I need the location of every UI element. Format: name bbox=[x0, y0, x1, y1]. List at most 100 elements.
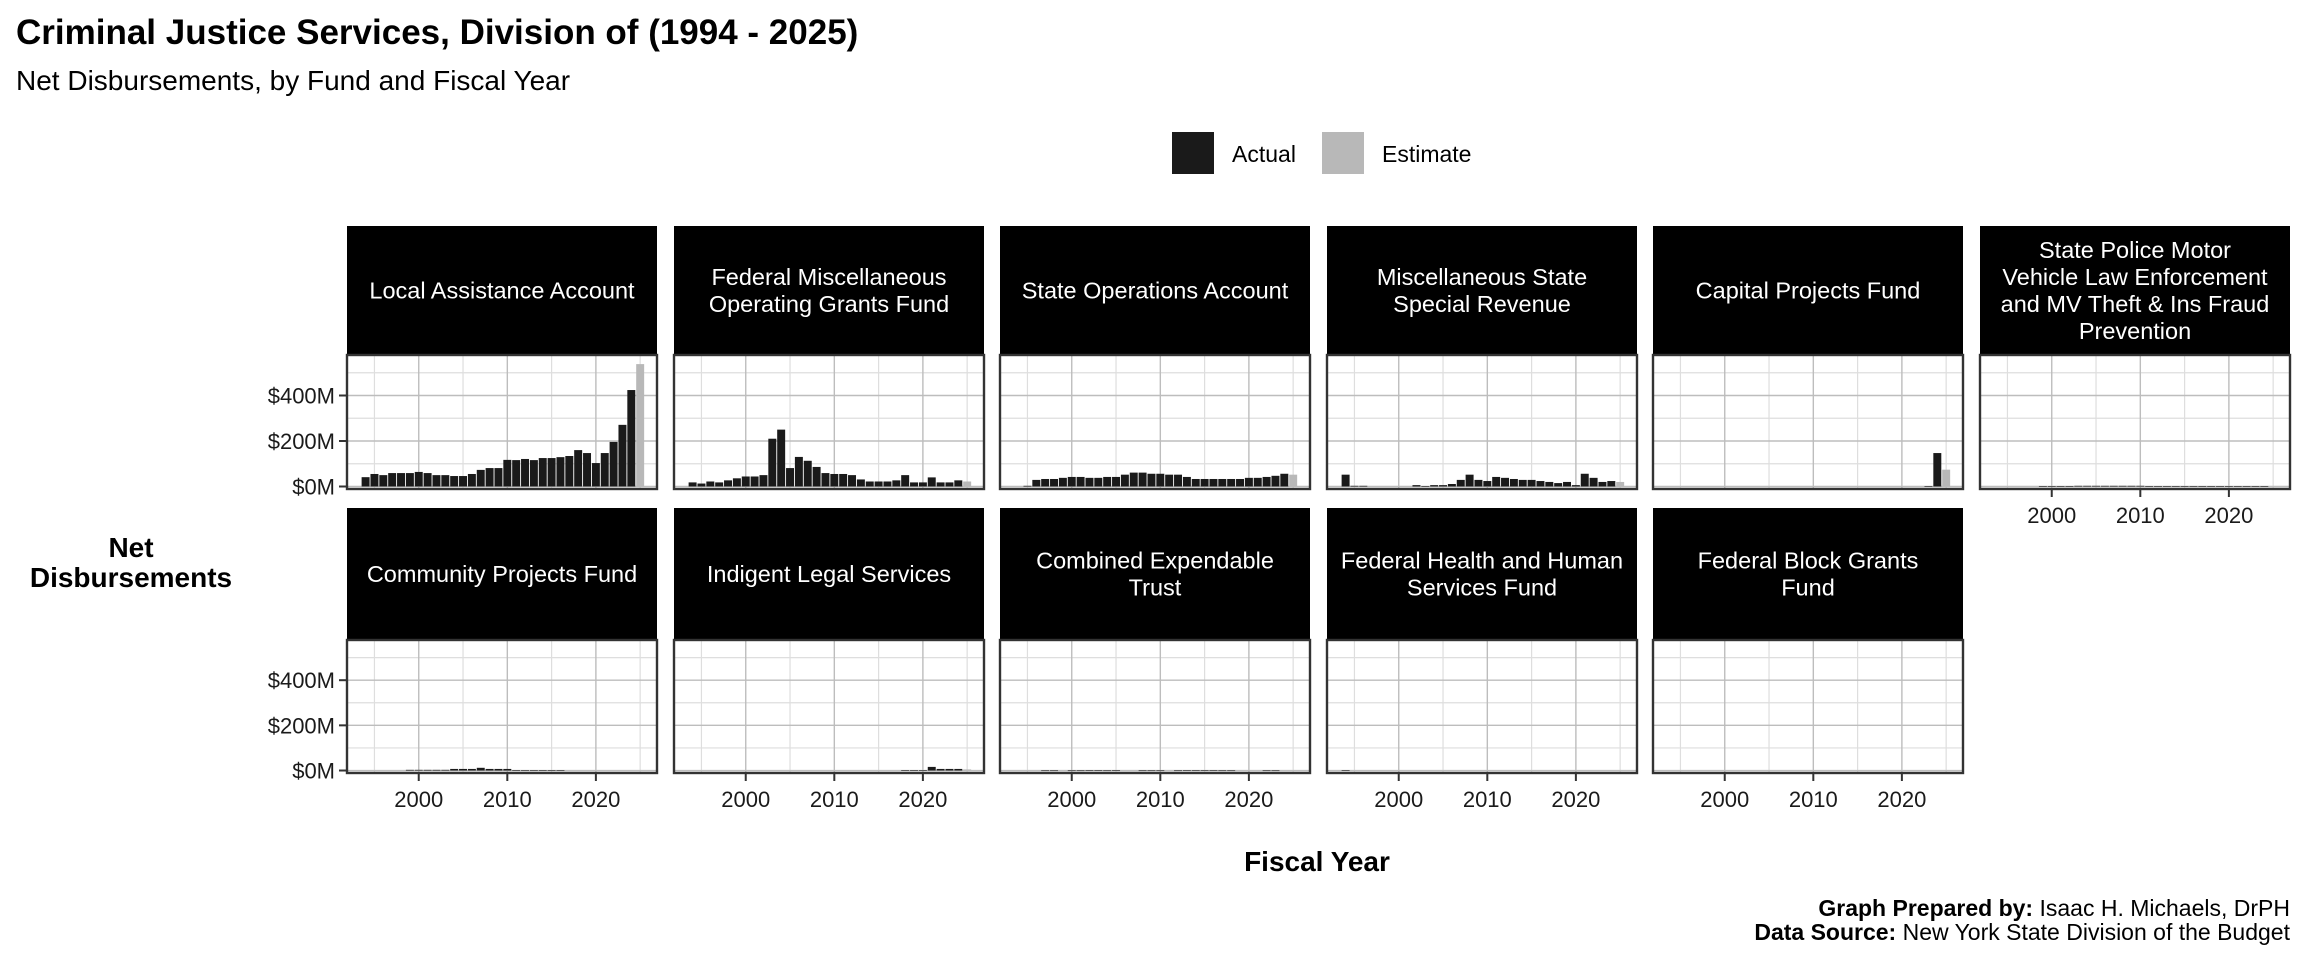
bar-actual-2006 bbox=[2100, 485, 2109, 487]
bar-actual-2017 bbox=[1218, 478, 1227, 487]
facet-strip-label: Fund bbox=[1781, 575, 1835, 601]
bar-actual-2002 bbox=[1085, 477, 1094, 487]
x-tick-label: 2000 bbox=[2027, 503, 2076, 528]
bar-actual-2014 bbox=[1191, 478, 1200, 487]
bar-actual-2013 bbox=[856, 479, 865, 487]
bar-actual-2008 bbox=[812, 466, 821, 487]
bar-actual-2018 bbox=[1554, 483, 1563, 487]
bar-estimate-2025 bbox=[1616, 481, 1625, 487]
bar-actual-1994 bbox=[1341, 474, 1350, 487]
bar-actual-2006 bbox=[467, 473, 476, 487]
bar-actual-2012 bbox=[521, 458, 530, 487]
bar-actual-2010 bbox=[2136, 485, 2145, 487]
bar-actual-2010 bbox=[1156, 473, 1165, 487]
bar-actual-2023 bbox=[945, 768, 954, 771]
bar-actual-2015 bbox=[874, 481, 883, 487]
bar-actual-2009 bbox=[494, 468, 503, 487]
bar-actual-2004 bbox=[777, 429, 786, 487]
bar-actual-2022 bbox=[1262, 770, 1271, 772]
caption-source-label: Data Source: bbox=[1754, 919, 1896, 945]
facet-strip bbox=[347, 226, 657, 355]
bar-actual-2003 bbox=[1094, 477, 1103, 487]
facet-strip-label: Local Assistance Account bbox=[369, 278, 635, 304]
bar-estimate-2025 bbox=[636, 364, 645, 487]
bar-actual-2023 bbox=[618, 424, 627, 487]
bar-actual-2013 bbox=[1182, 476, 1191, 487]
facet-strip bbox=[1980, 226, 2290, 355]
facet-strip bbox=[1327, 226, 1637, 355]
facet-panel: Community Projects Fund $0M $200M $400M 2000… bbox=[268, 508, 659, 812]
panel-border bbox=[672, 638, 986, 775]
bar-actual-2012 bbox=[1174, 770, 1183, 772]
bar-actual-2003 bbox=[441, 769, 450, 771]
x-tick-label: 2020 bbox=[898, 787, 947, 812]
facet-strip bbox=[1327, 508, 1637, 640]
bar-actual-2005 bbox=[786, 468, 795, 487]
bar-actual-2008 bbox=[1138, 770, 1147, 772]
bar-actual-2018 bbox=[901, 475, 910, 487]
y-axis-title-line: Net bbox=[108, 532, 153, 563]
bar-actual-2020 bbox=[918, 770, 927, 771]
bar-actual-2021 bbox=[1580, 473, 1589, 487]
bar-actual-2003 bbox=[441, 475, 450, 487]
bar-actual-2017 bbox=[2198, 486, 2207, 487]
bar-actual-2002 bbox=[1412, 485, 1421, 487]
y-axis-title-line: Disbursements bbox=[30, 562, 232, 593]
bar-actual-2001 bbox=[1076, 770, 1085, 772]
bar-actual-2004 bbox=[450, 476, 459, 487]
bar-actual-2022 bbox=[1262, 476, 1271, 487]
bar-actual-2015 bbox=[1200, 770, 1209, 772]
bar-actual-2002 bbox=[432, 475, 441, 487]
bar-actual-2007 bbox=[1129, 472, 1138, 487]
bar-actual-2014 bbox=[1191, 770, 1200, 772]
facet-strip-label: Community Projects Fund bbox=[367, 561, 637, 587]
bar-actual-2003 bbox=[1094, 770, 1103, 772]
legend: Actual Estimate bbox=[1172, 132, 1471, 174]
caption-data-source: Data Source: New York State Division of … bbox=[1754, 919, 2290, 945]
bar-actual-2022 bbox=[1589, 477, 1598, 487]
x-tick-label: 2010 bbox=[810, 787, 859, 812]
bar-actual-2015 bbox=[1200, 478, 1209, 487]
bar-actual-2007 bbox=[476, 469, 485, 487]
bar-actual-2016 bbox=[883, 481, 892, 487]
facet-strip bbox=[1653, 508, 1963, 640]
bar-actual-2022 bbox=[936, 482, 945, 487]
bar-actual-2023 bbox=[1924, 486, 1933, 487]
bar-actual-2007 bbox=[1456, 479, 1465, 487]
bar-actual-2008 bbox=[485, 768, 494, 771]
bar-actual-2021 bbox=[927, 766, 936, 771]
bar-actual-2014 bbox=[1518, 479, 1527, 487]
bar-actual-1994 bbox=[688, 482, 697, 487]
panel-border bbox=[345, 353, 659, 491]
bar-actual-1995 bbox=[1350, 485, 1359, 487]
bar-actual-1999 bbox=[405, 769, 414, 771]
bar-actual-2003 bbox=[2074, 485, 2083, 487]
bar-actual-2001 bbox=[2056, 486, 2065, 487]
bar-actual-2012 bbox=[1501, 477, 1510, 487]
bar-actual-2016 bbox=[1209, 478, 1218, 487]
bar-actual-1996 bbox=[706, 481, 715, 487]
bar-actual-2008 bbox=[485, 468, 494, 487]
bar-actual-2014 bbox=[865, 481, 874, 487]
facet-strip-label: Combined Expendable bbox=[1036, 548, 1274, 574]
bar-actual-1996 bbox=[379, 475, 388, 487]
bar-estimate-2025 bbox=[1289, 474, 1298, 487]
facet-strip-label: Capital Projects Fund bbox=[1696, 278, 1921, 304]
panel-background bbox=[1653, 640, 1963, 773]
bar-actual-2005 bbox=[2092, 485, 2101, 487]
bar-actual-2011 bbox=[1165, 474, 1174, 487]
bar-actual-2012 bbox=[848, 475, 857, 487]
bar-actual-2020 bbox=[1244, 477, 1253, 487]
facet-strip-label: Miscellaneous State bbox=[1377, 264, 1587, 290]
bar-actual-2000 bbox=[414, 769, 423, 771]
facet-strip-label: and MV Theft & Ins Fraud bbox=[2001, 291, 2270, 317]
panel-background bbox=[674, 640, 984, 773]
y-tick-label: $0M bbox=[292, 759, 335, 784]
panel-background bbox=[674, 355, 984, 489]
x-tick-label: 2000 bbox=[1700, 787, 1749, 812]
facet-panels: Local Assistance Account $0M $200M $400M Fed… bbox=[268, 226, 2292, 812]
x-tick-label: 2010 bbox=[1789, 787, 1838, 812]
bar-actual-2013 bbox=[2162, 486, 2171, 487]
